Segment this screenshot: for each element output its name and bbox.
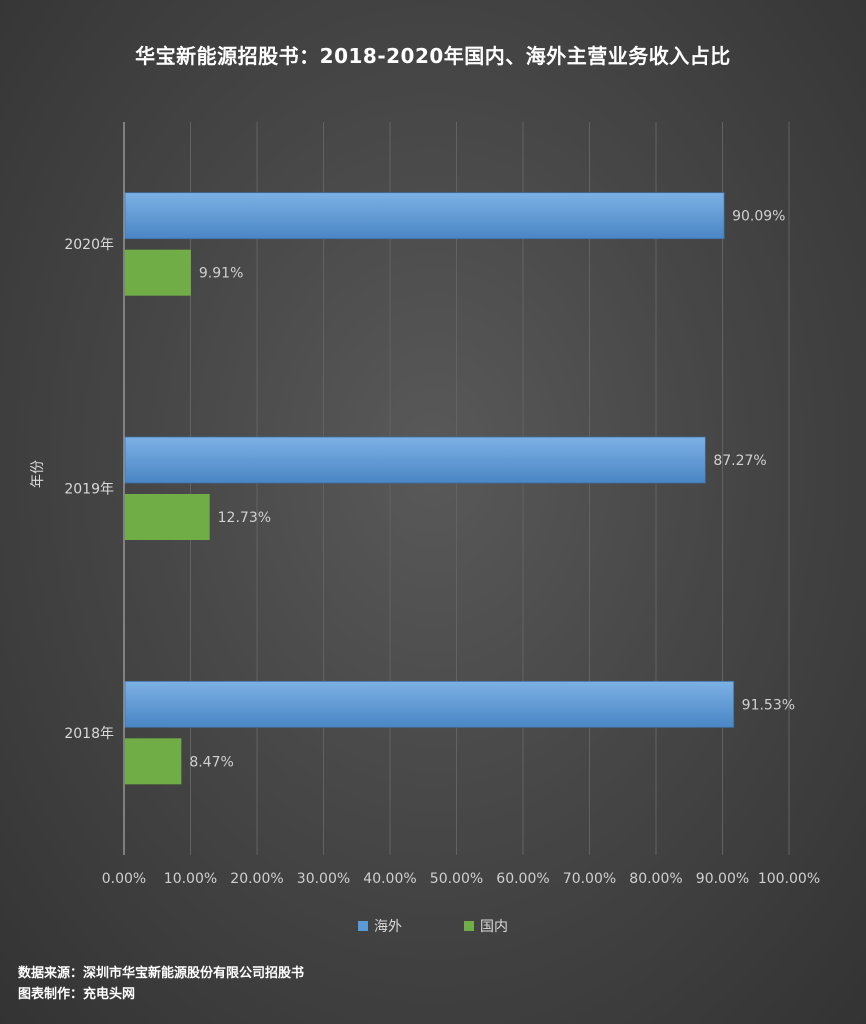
data-source-line: 数据来源：深圳市华宝新能源股份有限公司招股书 bbox=[18, 966, 305, 981]
legend-swatch-overseas bbox=[358, 921, 368, 931]
bar-chart: 0.00% 10.00% 20.00% 30.00% 40.00% 50.00% 60.00… bbox=[30, 122, 820, 887]
y-axis-title: 年份 bbox=[30, 460, 46, 488]
x-tick-label: 0.00% bbox=[102, 871, 146, 887]
legend-swatch-domestic bbox=[464, 921, 474, 931]
x-tick-label: 50.00% bbox=[430, 871, 483, 887]
data-label-domestic: 9.91% bbox=[199, 266, 243, 282]
legend-label-overseas: 海外 bbox=[374, 919, 402, 935]
x-tick-label: 90.00% bbox=[696, 871, 749, 887]
x-tick-label: 40.00% bbox=[363, 871, 416, 887]
y-tick-label: 2020年 bbox=[64, 237, 114, 253]
data-label-domestic: 8.47% bbox=[189, 754, 233, 770]
bar-domestic bbox=[125, 494, 210, 540]
x-tick-label: 70.00% bbox=[563, 871, 616, 887]
data-label-domestic: 12.73% bbox=[218, 510, 271, 526]
x-tick-label: 100.00% bbox=[758, 871, 820, 887]
bar-overseas bbox=[124, 436, 706, 484]
y-tick-label: 2019年 bbox=[64, 482, 114, 498]
x-tick-label: 20.00% bbox=[230, 871, 283, 887]
bar-domestic bbox=[125, 738, 182, 785]
chart-maker-line: 图表制作：充电头网 bbox=[18, 987, 136, 1002]
legend-item-domestic: 国内 bbox=[464, 916, 508, 936]
data-label-overseas: 90.09% bbox=[732, 209, 785, 225]
x-tick-label: 10.00% bbox=[164, 871, 217, 887]
bar-overseas bbox=[124, 680, 735, 728]
source-note: 数据来源：深圳市华宝新能源股份有限公司招股书 图表制作：充电头网 bbox=[18, 963, 304, 1005]
chart-legend: 海外 国内 bbox=[0, 916, 866, 936]
x-tick-label: 30.00% bbox=[297, 871, 350, 887]
legend-label-domestic: 国内 bbox=[480, 919, 508, 935]
bar-domestic bbox=[125, 249, 191, 296]
x-tick-label: 80.00% bbox=[629, 871, 682, 887]
y-tick-label: 2018年 bbox=[64, 726, 114, 742]
legend-item-overseas: 海外 bbox=[358, 916, 402, 936]
chart-title: 华宝新能源招股书：2018-2020年国内、海外主营业务收入占比 bbox=[135, 44, 731, 68]
bar-overseas bbox=[124, 192, 725, 240]
data-label-overseas: 91.53% bbox=[742, 697, 795, 713]
data-label-overseas: 87.27% bbox=[713, 453, 766, 469]
x-tick-label: 60.00% bbox=[496, 871, 549, 887]
